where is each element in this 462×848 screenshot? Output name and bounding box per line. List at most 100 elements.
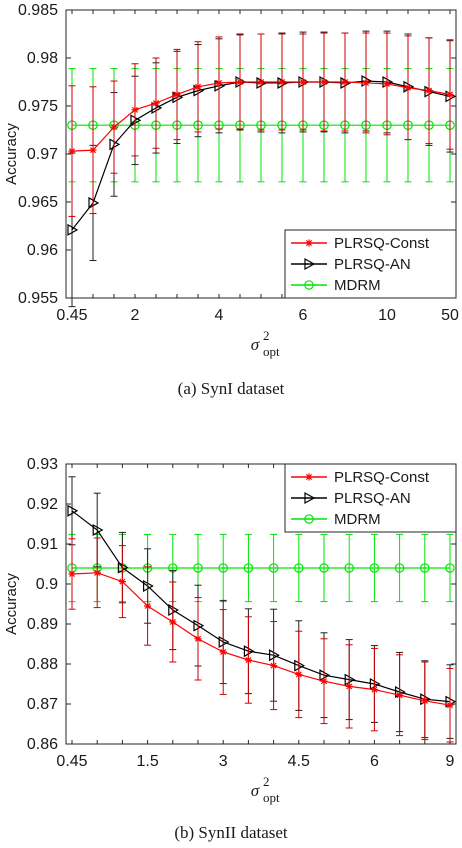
legend-marker <box>305 239 313 247</box>
syni-xtick-label: 50 <box>441 307 459 324</box>
syni-xlabel-superscript: 2 <box>263 328 270 343</box>
synii-xtick-label: 0.45 <box>56 753 87 770</box>
data-point <box>421 697 429 705</box>
data-point <box>445 563 455 573</box>
data-point <box>118 578 126 586</box>
chart-synii: (b) SynII dataset 0.86 0.87 0.88 0.89 0.9 0.9… <box>3 456 457 842</box>
series-line <box>71 510 451 703</box>
synii-ytick-label: 0.89 <box>27 616 58 633</box>
syni-xtick-label: 4 <box>215 307 224 324</box>
data-point <box>194 83 202 91</box>
syni-ytick-label: 0.96 <box>27 242 58 259</box>
legend-label: PLRSQ-Const <box>334 235 430 252</box>
synii-series-plrsq-const <box>68 537 454 743</box>
synii-ylabel: Accuracy <box>3 573 20 635</box>
data-point <box>68 147 76 155</box>
syni-xtick-label: 0.45 <box>56 307 87 324</box>
data-point <box>152 99 160 107</box>
data-point <box>110 123 118 131</box>
syni-ylabel: Accuracy <box>3 123 20 185</box>
data-point <box>369 563 380 573</box>
data-point <box>425 87 433 95</box>
data-point <box>219 648 227 656</box>
data-point <box>404 84 412 92</box>
data-point <box>320 78 328 86</box>
syni-ytick-label: 0.975 <box>18 98 58 115</box>
legend-label: PLRSQ-AN <box>334 490 411 507</box>
data-point <box>244 656 252 664</box>
synii-ytick-label: 0.9 <box>36 576 58 593</box>
data-point <box>362 79 370 87</box>
data-point <box>446 90 454 99</box>
legend-marker <box>304 280 314 290</box>
data-point <box>257 78 265 86</box>
syni-xtick-label: 6 <box>299 307 308 324</box>
data-point <box>419 563 430 573</box>
data-point <box>215 79 223 87</box>
legend-marker <box>304 514 314 524</box>
data-point <box>173 90 181 99</box>
synii-xtick-label: 9 <box>446 753 455 770</box>
chart-synii-caption: (b) SynII dataset <box>174 823 288 842</box>
synii-xtick-label: 3 <box>219 753 228 770</box>
data-point <box>278 78 286 86</box>
syni-ytick-label: 0.965 <box>18 194 58 211</box>
synii-xlabel-superscript: 2 <box>263 774 270 789</box>
synii-xlabel-subscript: opt <box>263 790 280 805</box>
synii-xtick-label: 6 <box>370 753 379 770</box>
data-point <box>299 78 307 86</box>
chart-syni: (a) SynI dataset 0.955 0.96 0.965 0.97 0.975… <box>3 2 459 398</box>
synii-xtick-label: 1.5 <box>136 753 158 770</box>
synii-ytick-label: 0.93 <box>27 456 58 473</box>
legend-label: MDRM <box>334 511 381 528</box>
synii-ytick-label: 0.92 <box>27 496 58 513</box>
data-point <box>270 662 278 670</box>
data-point <box>236 78 244 86</box>
legend-label: PLRSQ-Const <box>334 469 430 486</box>
syni-ytick-label: 0.955 <box>18 290 58 307</box>
synii-ytick-label: 0.87 <box>27 696 58 713</box>
synii-ytick-label: 0.91 <box>27 536 58 553</box>
data-point <box>194 635 202 643</box>
data-point <box>93 569 101 577</box>
data-point <box>446 701 454 709</box>
synii-legend: PLRSQ-Const PLRSQ-AN MDRM <box>284 463 457 533</box>
data-point <box>341 78 349 86</box>
data-point <box>67 504 79 517</box>
data-point <box>370 686 378 694</box>
synii-xtick-label: 4.5 <box>288 753 310 770</box>
syni-ytick-label: 0.98 <box>27 50 58 67</box>
syni-xtick-label: 10 <box>378 307 396 324</box>
synii-ytick-label: 0.86 <box>27 736 58 753</box>
data-point <box>319 563 329 573</box>
syni-xlabel-symbol: σ <box>251 335 260 354</box>
data-point <box>144 602 152 610</box>
data-point <box>92 523 104 537</box>
legend-marker <box>305 473 313 481</box>
data-point <box>131 106 139 114</box>
data-point <box>320 677 328 685</box>
data-point <box>67 223 79 236</box>
legend-marker <box>304 491 316 505</box>
data-point <box>293 563 304 573</box>
data-point <box>396 691 404 699</box>
syni-xlabel-subscript: opt <box>263 344 280 359</box>
legend-marker <box>304 257 316 271</box>
data-point <box>169 618 177 626</box>
data-point <box>345 682 353 690</box>
legend-label: PLRSQ-AN <box>334 256 411 273</box>
legend-label: MDRM <box>334 277 381 294</box>
syni-ytick-label: 0.985 <box>18 2 58 19</box>
syni-xtick-label: 2 <box>131 307 140 324</box>
data-point <box>295 670 303 678</box>
data-point <box>89 146 97 154</box>
syni-series-plrsq-const <box>68 32 454 217</box>
data-point <box>394 563 405 573</box>
synii-xlabel-symbol: σ <box>251 781 260 800</box>
series-line <box>71 572 451 706</box>
syni-ytick-label: 0.97 <box>27 146 58 163</box>
chart-syni-caption: (a) SynI dataset <box>178 379 285 398</box>
data-point <box>193 563 203 573</box>
data-point <box>268 563 279 573</box>
